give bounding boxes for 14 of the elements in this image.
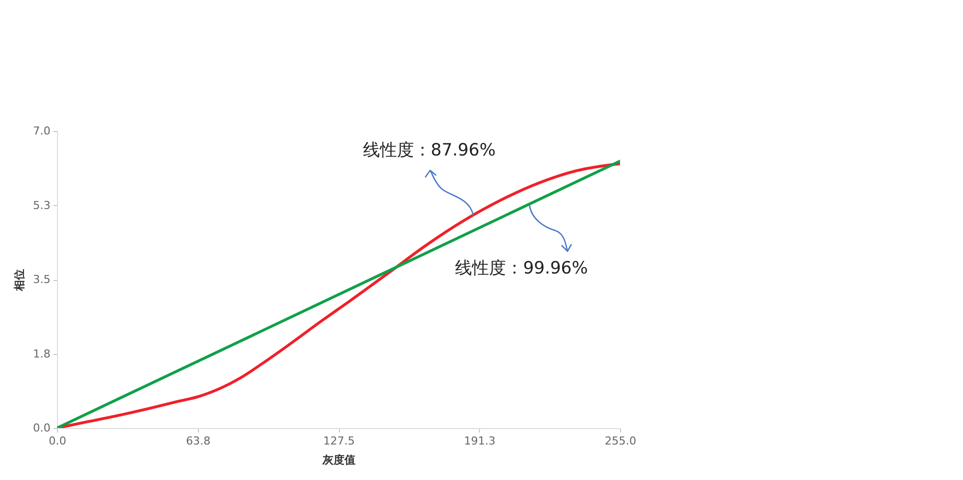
x-tick-label: 127.5 [323,434,355,448]
x-axis-title: 灰度值 [322,454,356,466]
y-axis-title: 相位 [13,269,26,292]
y-tick-label: 7.0 [33,124,50,138]
y-tick-label: 3.5 [33,273,50,286]
y-tick-label: 0.0 [33,422,50,434]
x-tick-label: 255.0 [604,434,636,448]
annotation: 线性度：87.96% [362,140,496,160]
annotation: 线性度：99.96% [455,258,588,278]
x-tick-label: 191.3 [464,434,496,448]
y-tick-label: 5.3 [33,198,50,212]
x-tick-label: 0.0 [48,434,66,448]
y-tick-label: 1.8 [33,347,50,360]
x-tick-label: 63.8 [186,434,210,448]
